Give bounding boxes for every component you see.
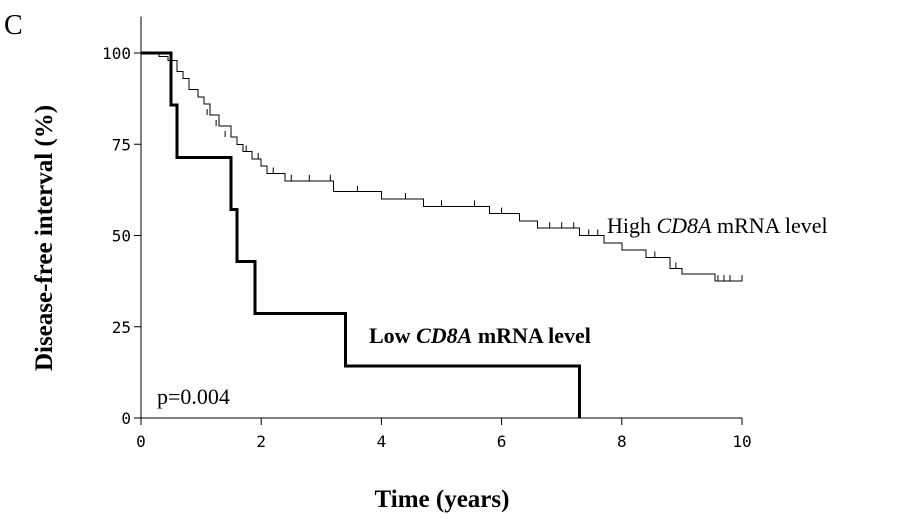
survival-curves xyxy=(141,51,743,418)
y-tick-label: 25 xyxy=(112,318,131,337)
series-label-high-part: mRNA level xyxy=(712,213,828,238)
x-tick-label: 0 xyxy=(136,432,146,451)
x-tick-label: 6 xyxy=(497,432,507,451)
high-cd8a-curve xyxy=(141,52,742,282)
ticks: 0 25 50 75 100 0 2 4 6 8 10 xyxy=(102,44,752,451)
p-value-annotation: p=0.004 xyxy=(157,384,230,409)
x-tick-label: 8 xyxy=(617,432,627,451)
x-tick-label: 4 xyxy=(377,432,387,451)
series-label-low-part: Low xyxy=(369,323,416,348)
series-label-high: High CD8A mRNA level xyxy=(607,213,828,238)
x-tick-label: 10 xyxy=(732,432,751,451)
y-axis-label: Disease-free interval (%) xyxy=(31,105,58,371)
series-label-low-part: CD8A xyxy=(416,323,472,348)
series-label-high-part: High xyxy=(607,213,657,238)
y-tick-label: 0 xyxy=(121,409,131,428)
series-label-low: Low CD8A mRNA level xyxy=(369,323,591,348)
y-tick-label: 100 xyxy=(102,44,131,63)
panel-label: C xyxy=(4,10,23,41)
x-tick-label: 2 xyxy=(256,432,266,451)
y-tick-label: 75 xyxy=(112,135,131,154)
y-tick-label: 50 xyxy=(112,227,131,246)
series-label-high-part: CD8A xyxy=(657,213,713,238)
low-cd8a-curve xyxy=(141,51,582,418)
series-label-low-part: mRNA level xyxy=(472,323,591,348)
x-axis-label: Time (years) xyxy=(375,486,510,513)
axes xyxy=(140,16,742,419)
